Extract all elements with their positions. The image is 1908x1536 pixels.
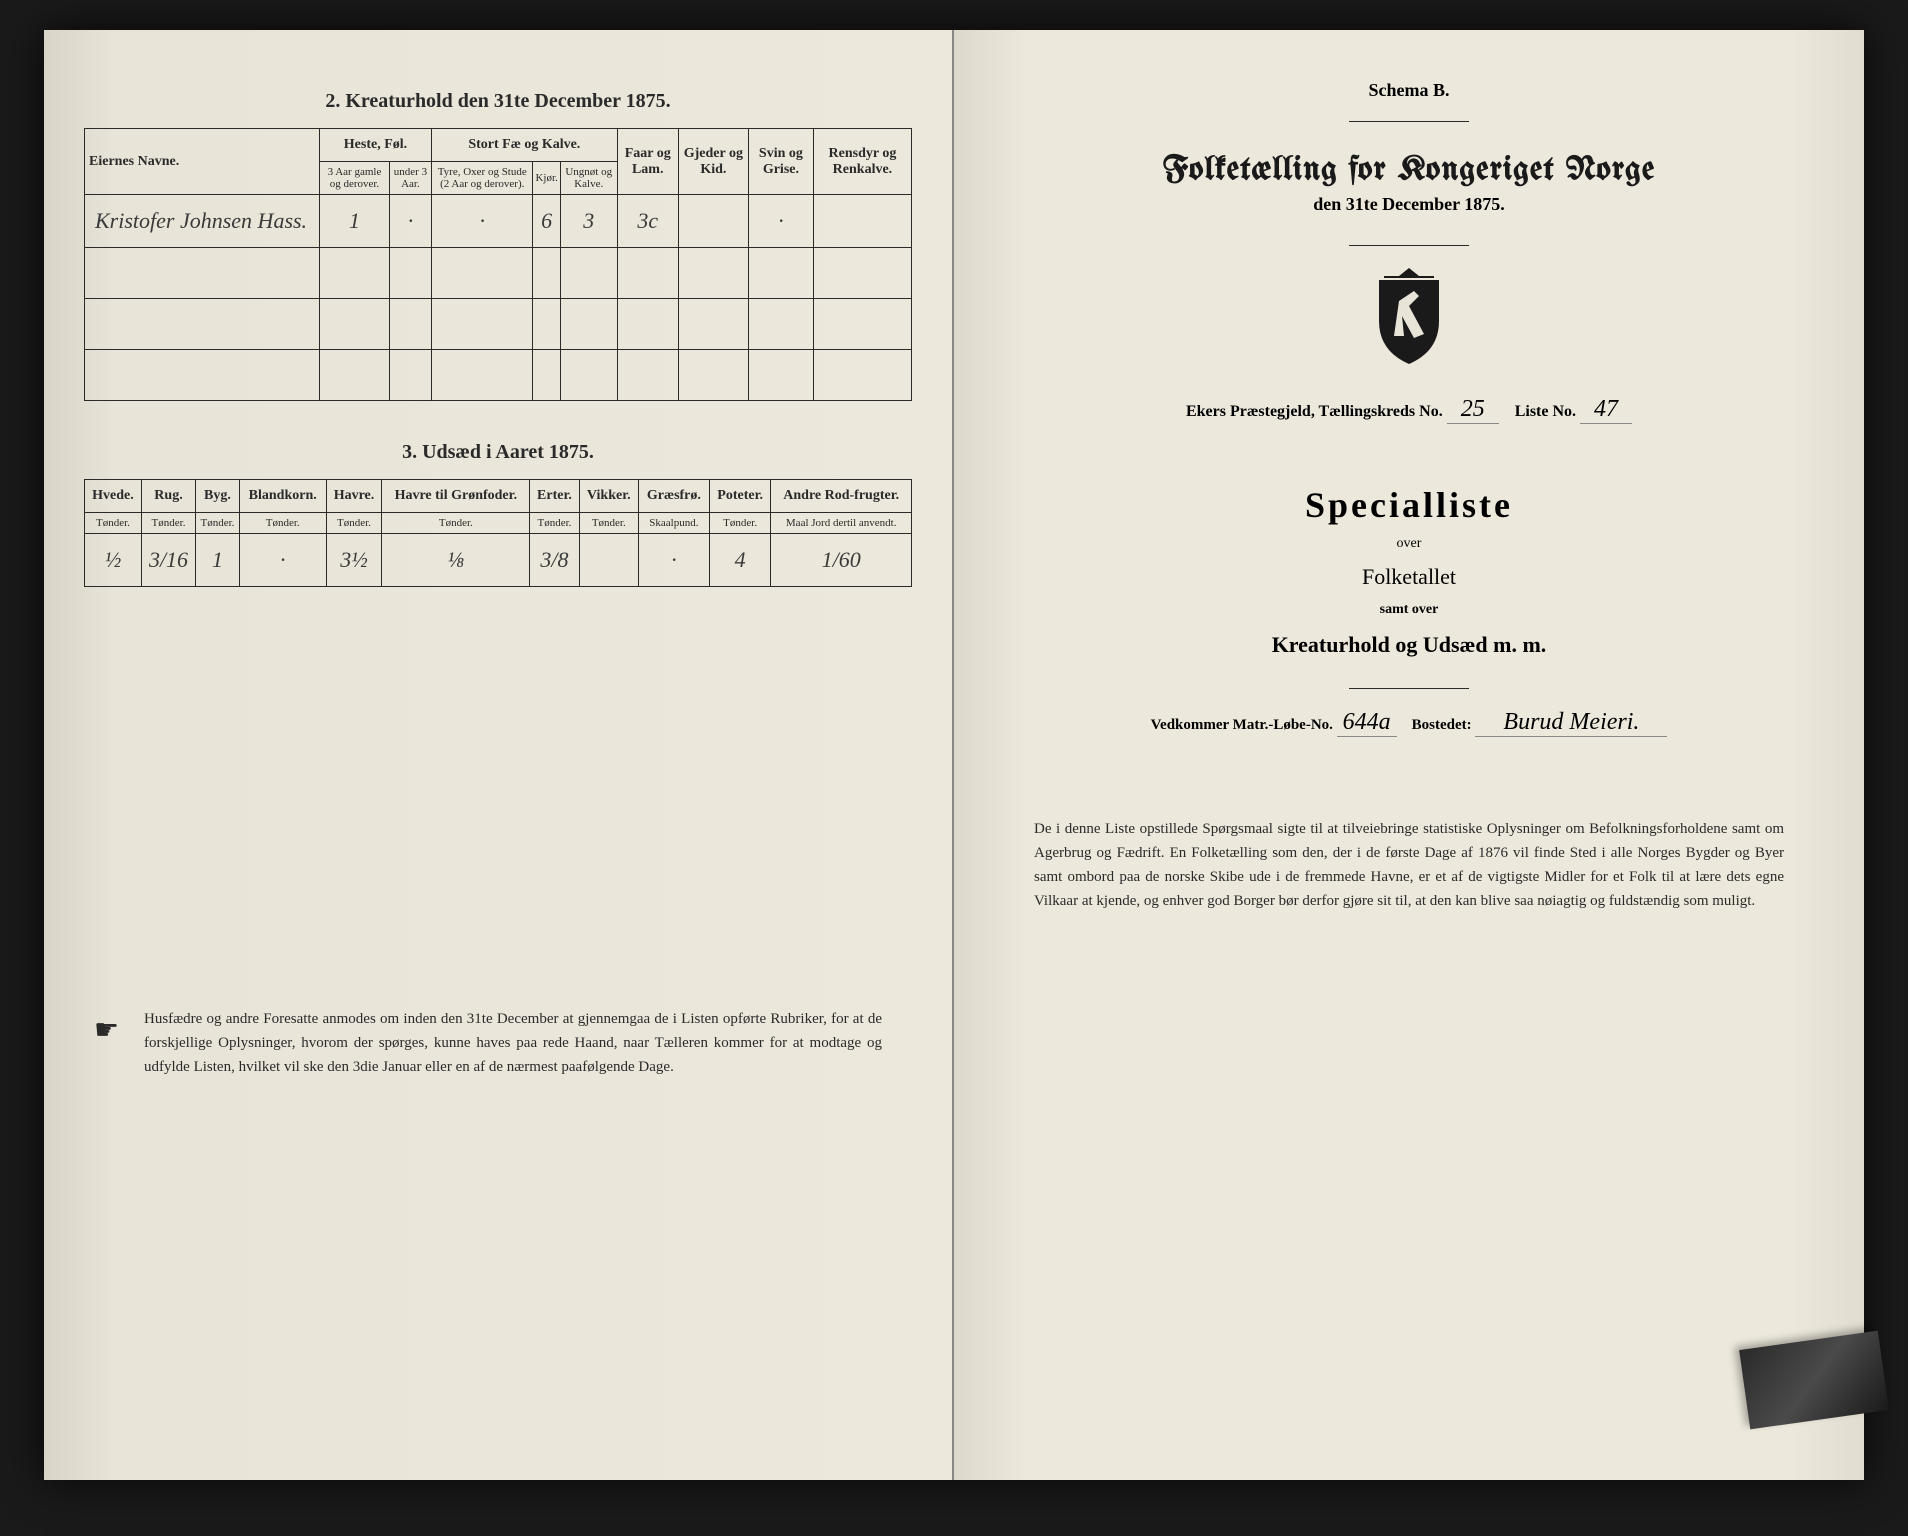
section3-title: 3. Udsæd i Aaret 1875.: [84, 441, 912, 464]
cell: 1: [196, 534, 240, 587]
col-fae: Stort Fæ og Kalve.: [431, 129, 617, 162]
cell: 3/16: [141, 534, 195, 587]
u3: Tønder.: [239, 513, 326, 534]
h3: Havre.: [326, 480, 382, 513]
section2-title: 2. Kreaturhold den 31te December 1875.: [84, 90, 912, 113]
col-heste: Heste, Føl.: [320, 129, 432, 162]
table-row: ½ 3/16 1 · 3½ ⅛ 3/8 · 4 1/60: [85, 534, 912, 587]
u3: Tønder.: [709, 513, 771, 534]
h3: Erter.: [530, 480, 579, 513]
samt-label: samt over: [994, 602, 1824, 618]
cell: ·: [638, 534, 709, 587]
kreatur-label: Kreaturhold og Udsæd m. m.: [994, 632, 1824, 658]
u3: Maal Jord dertil anvendt.: [771, 513, 912, 534]
ornament-rule: [1349, 121, 1469, 122]
col-gjeder: Gjeder og Kid.: [678, 129, 748, 195]
matr-line: Vedkommer Matr.-Løbe-No. 644a Bostedet: …: [994, 709, 1824, 737]
sub-heste-0: 3 Aar gamle og derover.: [320, 162, 390, 195]
cell: ·: [239, 534, 326, 587]
h3: Græsfrø.: [638, 480, 709, 513]
cell: 3½: [326, 534, 382, 587]
h3: Vikker.: [579, 480, 638, 513]
over-label: over: [994, 536, 1824, 552]
pointing-hand-icon: ☛: [94, 1009, 119, 1054]
u3: Tønder.: [326, 513, 382, 534]
u3: Tønder.: [85, 513, 142, 534]
liste-label: Liste No.: [1515, 403, 1576, 420]
liste-number: 47: [1580, 396, 1632, 424]
table-row: Kristofer Johnsen Hass. 1 · · 6 3 3c ·: [85, 195, 912, 248]
h3: Poteter.: [709, 480, 771, 513]
cell: 1/60: [771, 534, 912, 587]
h3: Blandkorn.: [239, 480, 326, 513]
u3: Tønder.: [382, 513, 530, 534]
bosted-value: Burud Meieri.: [1475, 709, 1667, 737]
kreds-number: 25: [1447, 396, 1499, 424]
cell: ·: [431, 195, 532, 248]
table-row: [85, 248, 912, 299]
u3: Tønder.: [579, 513, 638, 534]
h3: Hvede.: [85, 480, 142, 513]
sub-fae-0: Tyre, Oxer og Stude (2 Aar og derover).: [431, 162, 532, 195]
left-page: 2. Kreaturhold den 31te December 1875. E…: [44, 30, 954, 1480]
cell: ·: [389, 195, 431, 248]
cell: [813, 195, 911, 248]
cell: 3: [560, 195, 617, 248]
cell: 1: [320, 195, 390, 248]
district-prefix: Ekers Præstegjeld, Tællingskreds No.: [1186, 403, 1443, 420]
table-row: [85, 299, 912, 350]
cell: 3c: [617, 195, 678, 248]
cell: [579, 534, 638, 587]
table-row: [85, 350, 912, 401]
page-corner-fold: [1739, 1331, 1889, 1430]
table-udsaed: Hvede. Rug. Byg. Blandkorn. Havre. Havre…: [84, 479, 912, 587]
cell: ⅛: [382, 534, 530, 587]
bosted-label: Bostedet:: [1412, 717, 1472, 733]
right-page: Schema B. Folketælling for Kongeriget No…: [954, 30, 1864, 1480]
h3: Havre til Grønfoder.: [382, 480, 530, 513]
sub-fae-2: Ungnøt og Kalve.: [560, 162, 617, 195]
footer-text: Husfædre og andre Foresatte anmodes om i…: [144, 1011, 882, 1075]
left-footer-para: ☛ Husfædre og andre Foresatte anmodes om…: [84, 1007, 912, 1079]
u3: Tønder.: [196, 513, 240, 534]
owner-name: Kristofer Johnsen Hass.: [85, 195, 320, 248]
h3: Byg.: [196, 480, 240, 513]
folketallet-label: Folketallet: [994, 564, 1824, 590]
ornament-rule: [1349, 688, 1469, 689]
specialliste-title: Specialliste: [994, 484, 1824, 526]
schema-label: Schema B.: [994, 80, 1824, 101]
main-title: Folketælling for Kongeriget Norge: [994, 152, 1824, 188]
cell: [678, 195, 748, 248]
matr-prefix: Vedkommer Matr.-Løbe-No.: [1151, 717, 1333, 733]
u3: Skaalpund.: [638, 513, 709, 534]
ornament-rule: [1349, 245, 1469, 246]
sub-heste-1: under 3 Aar.: [389, 162, 431, 195]
district-line: Ekers Præstegjeld, Tællingskreds No. 25 …: [994, 396, 1824, 424]
cell: 6: [533, 195, 560, 248]
main-subtitle: den 31te December 1875.: [994, 194, 1824, 215]
cell: 3/8: [530, 534, 579, 587]
u3: Tønder.: [141, 513, 195, 534]
cell: 4: [709, 534, 771, 587]
h3: Rug.: [141, 480, 195, 513]
col-faar: Faar og Lam.: [617, 129, 678, 195]
u3: Tønder.: [530, 513, 579, 534]
table-kreaturhold: Eiernes Navne. Heste, Føl. Stort Fæ og K…: [84, 128, 912, 401]
h3: Andre Rod-frugter.: [771, 480, 912, 513]
matr-number: 644a: [1337, 709, 1397, 737]
sub-fae-1: Kjør.: [533, 162, 560, 195]
coat-of-arms-icon: [1364, 266, 1454, 366]
right-footer-para: De i denne Liste opstillede Spørgsmaal s…: [994, 817, 1824, 913]
cell: ½: [85, 534, 142, 587]
col-name: Eiernes Navne.: [85, 129, 320, 195]
col-svin: Svin og Grise.: [748, 129, 813, 195]
col-rensdyr: Rensdyr og Renkalve.: [813, 129, 911, 195]
cell: ·: [748, 195, 813, 248]
